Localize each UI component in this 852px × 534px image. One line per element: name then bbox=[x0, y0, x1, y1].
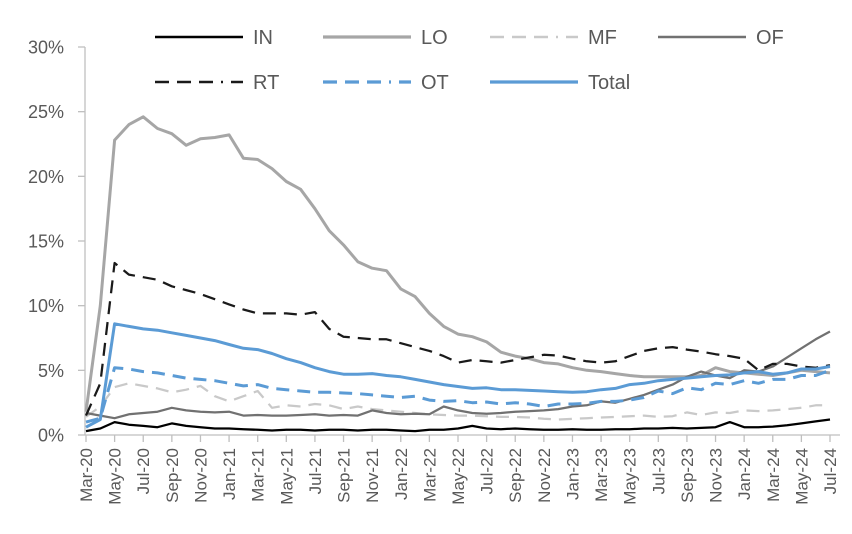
x-tick-label: Jul-24 bbox=[821, 448, 840, 494]
x-tick-label: Jul-23 bbox=[649, 448, 668, 494]
x-tick-label: Mar-22 bbox=[420, 448, 439, 502]
legend-label-Total: Total bbox=[588, 72, 630, 94]
x-tick-label: Jul-22 bbox=[478, 448, 497, 494]
legend-label-RT: RT bbox=[253, 72, 279, 94]
legend-item-OT: OT bbox=[323, 72, 449, 94]
series-line-MF bbox=[85, 382, 830, 421]
x-tick-label: Jul-20 bbox=[134, 448, 153, 494]
x-tick-label: Sep-21 bbox=[335, 448, 354, 503]
legend-item-Total: Total bbox=[490, 72, 630, 94]
x-tick-label: Mar-23 bbox=[592, 448, 611, 502]
x-tick-label: Nov-21 bbox=[363, 448, 382, 503]
legend-item-OF: OF bbox=[658, 27, 784, 49]
x-tick-label: Jan-24 bbox=[735, 448, 754, 500]
x-tick-label: Mar-24 bbox=[764, 448, 783, 502]
y-tick-label: 20% bbox=[28, 167, 64, 187]
x-tick-label: Sep-20 bbox=[163, 448, 182, 503]
series-line-OF bbox=[85, 330, 831, 420]
x-tick-label: Mar-21 bbox=[249, 448, 268, 502]
series-line-LO bbox=[84, 115, 831, 412]
x-tick-label: Sep-23 bbox=[678, 448, 697, 503]
legend-label-OF: OF bbox=[756, 27, 784, 49]
legend-label-LO: LO bbox=[421, 27, 448, 49]
legend-item-MF: MF bbox=[490, 27, 617, 49]
legend-item-IN: IN bbox=[155, 27, 273, 49]
x-tick-label: May-20 bbox=[106, 448, 125, 505]
x-tick-label: Sep-22 bbox=[506, 448, 525, 503]
x-tick-label: Jan-21 bbox=[220, 448, 239, 500]
y-tick-label: 10% bbox=[28, 296, 64, 316]
x-tick-label: Jan-22 bbox=[392, 448, 411, 500]
legend-label-IN: IN bbox=[253, 27, 273, 49]
y-tick-label: 25% bbox=[28, 102, 64, 122]
y-tick-label: 30% bbox=[28, 38, 64, 58]
x-tick-label: Nov-22 bbox=[535, 448, 554, 503]
x-tick-label: May-24 bbox=[792, 448, 811, 505]
x-tick-label: May-21 bbox=[277, 448, 296, 505]
legend-item-RT: RT bbox=[155, 72, 279, 94]
y-tick-label: 15% bbox=[28, 232, 64, 252]
x-tick-label: Mar-20 bbox=[77, 448, 96, 502]
legend-label-OT: OT bbox=[421, 72, 449, 94]
y-tick-label: 0% bbox=[38, 426, 64, 446]
x-tick-label: Jan-23 bbox=[563, 448, 582, 500]
series-line-RT bbox=[84, 261, 831, 417]
series-line-Total bbox=[85, 322, 831, 429]
x-tick-label: Jul-21 bbox=[306, 448, 325, 494]
legend-item-LO: LO bbox=[323, 27, 448, 49]
series-line-IN bbox=[85, 418, 831, 433]
x-tick-label: Nov-20 bbox=[191, 448, 210, 503]
y-tick-label: 5% bbox=[38, 361, 64, 381]
legend: IN LO MF OF RT OT Total bbox=[155, 27, 784, 94]
legend-label-MF: MF bbox=[588, 27, 617, 49]
x-tick-label: Nov-23 bbox=[707, 448, 726, 503]
x-tick-label: May-23 bbox=[621, 448, 640, 505]
x-tick-label: May-22 bbox=[449, 448, 468, 505]
